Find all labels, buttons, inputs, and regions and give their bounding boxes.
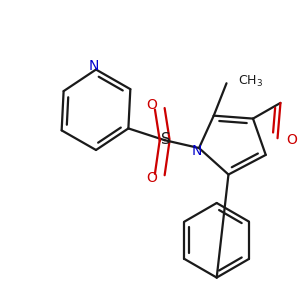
- Text: N: N: [89, 58, 99, 73]
- Text: O: O: [146, 172, 158, 185]
- Text: O: O: [146, 98, 158, 112]
- Text: N: N: [192, 144, 202, 158]
- Text: CH$_3$: CH$_3$: [238, 74, 263, 89]
- Text: O: O: [286, 133, 297, 147]
- Text: S: S: [161, 132, 170, 147]
